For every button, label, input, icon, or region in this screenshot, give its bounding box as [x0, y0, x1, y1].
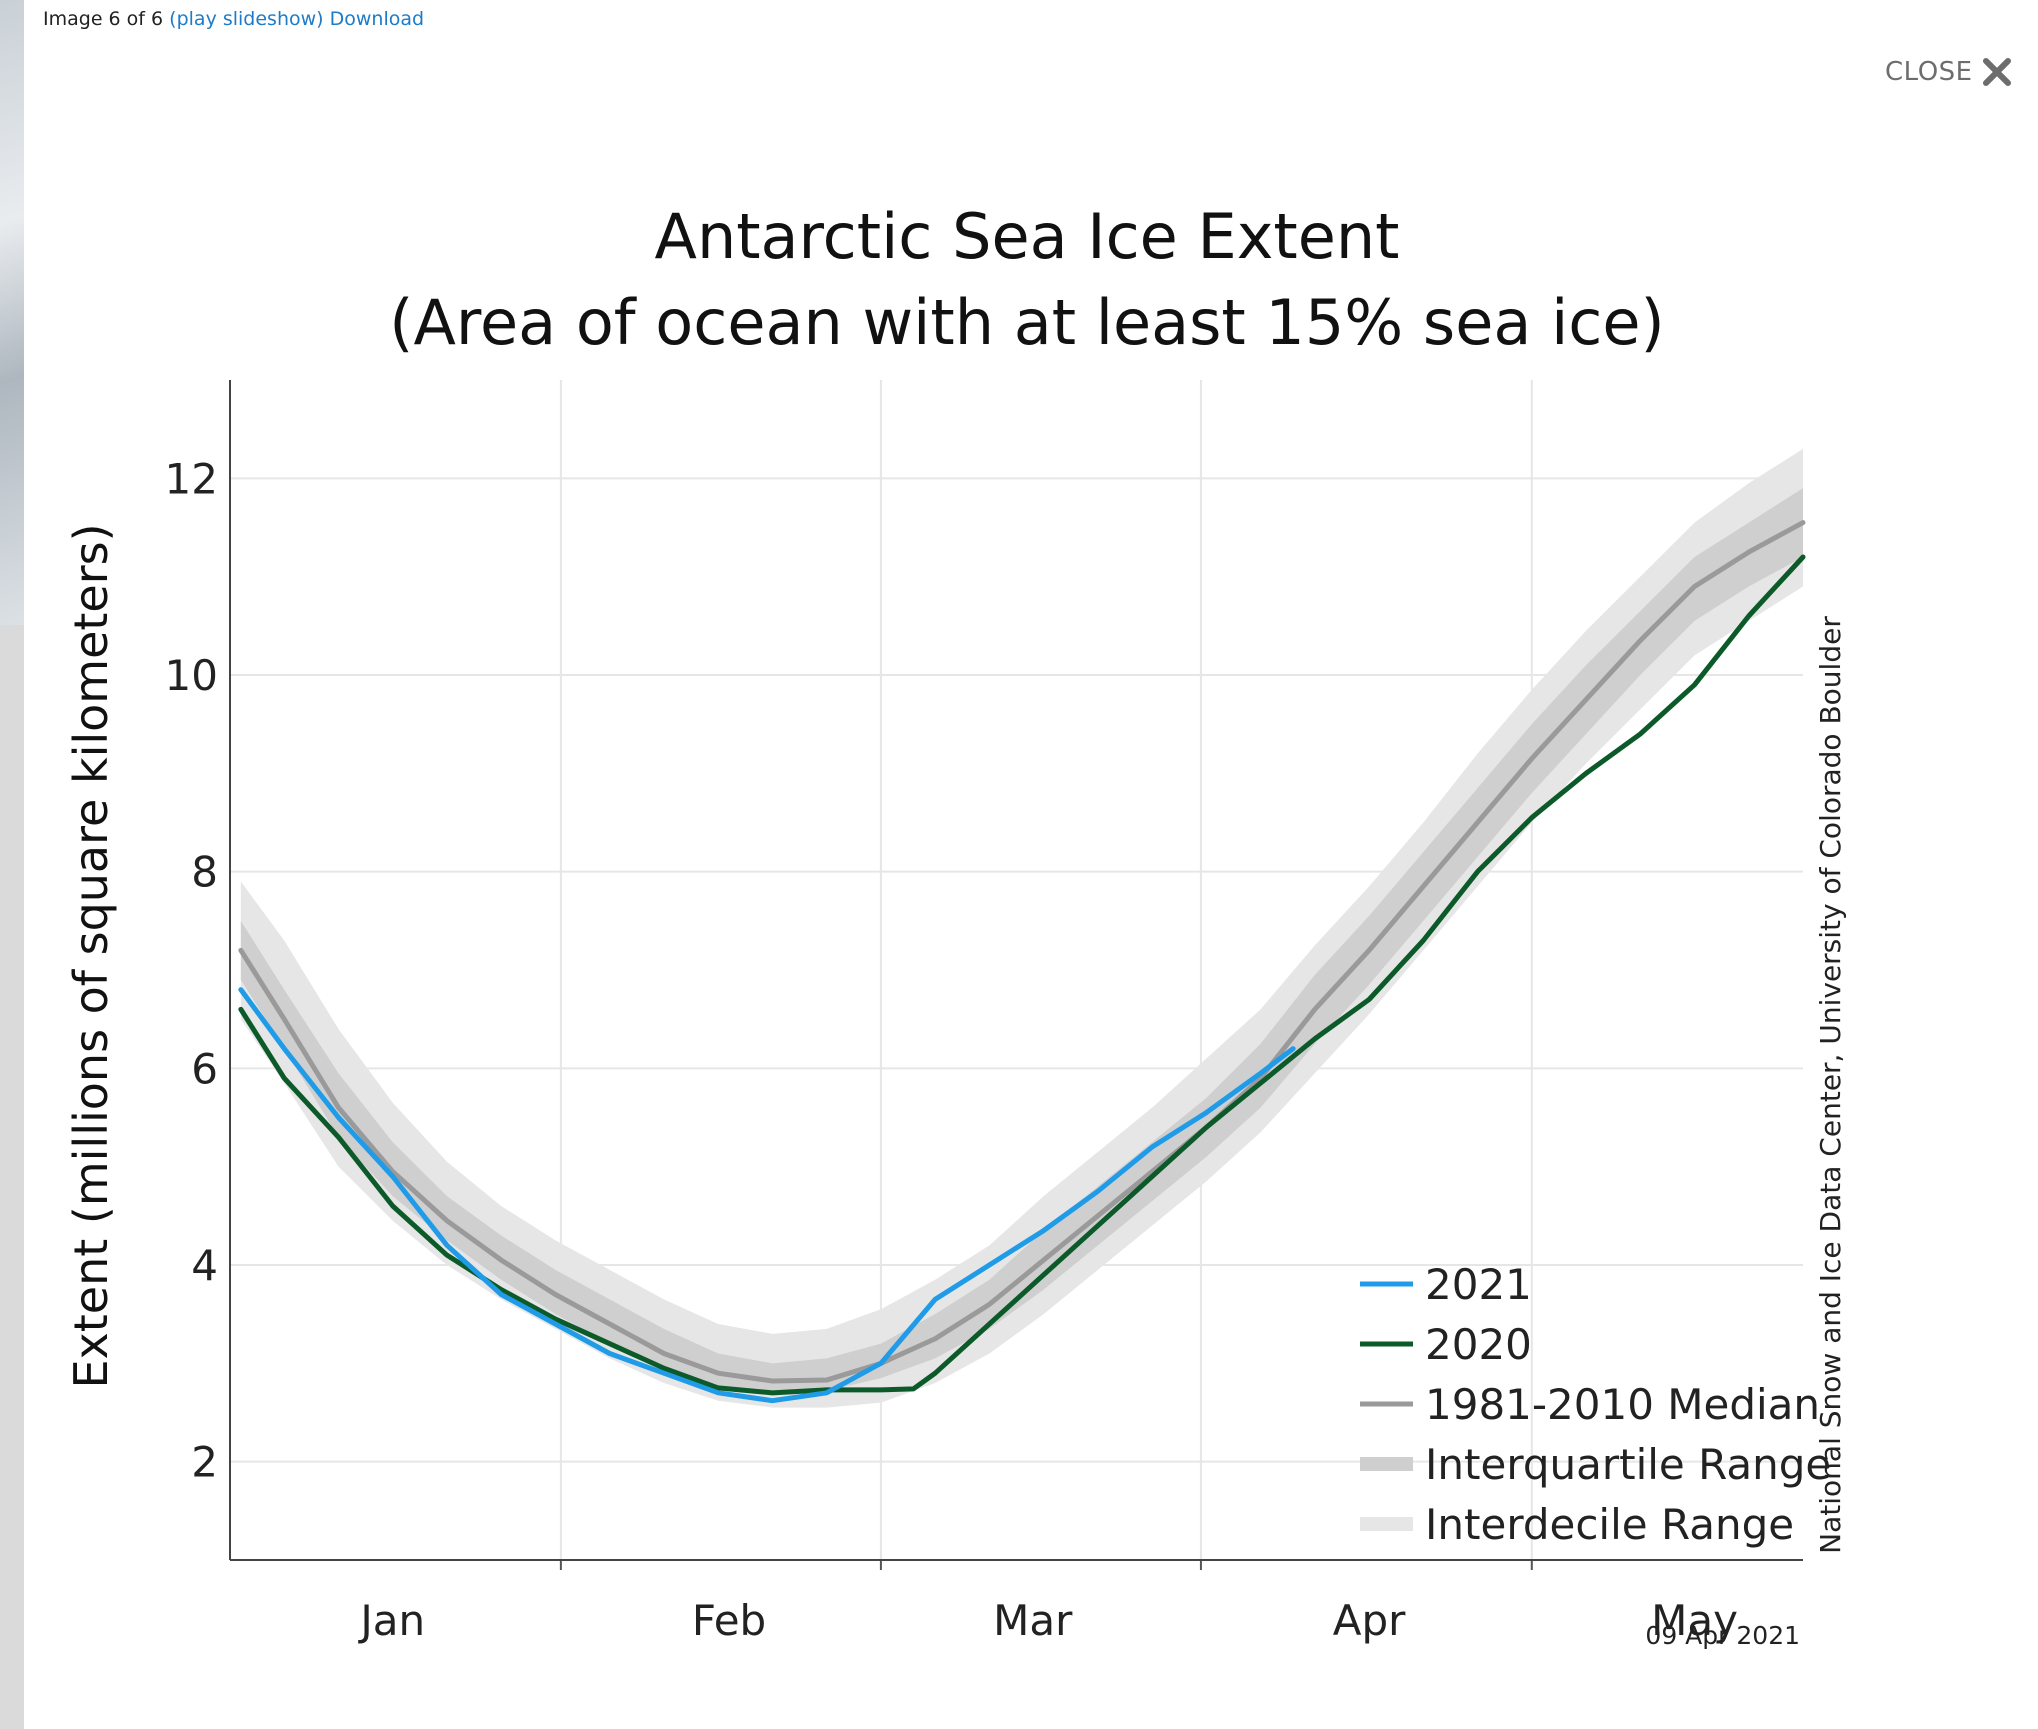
close-label: CLOSE [1885, 57, 1973, 87]
x-tick-label: Jan [357, 1596, 425, 1645]
interdecile-band [240, 448, 1804, 1408]
band-layer [240, 448, 1804, 1408]
lightbox-caption: Image 6 of 6 (play slideshow) Download [43, 8, 424, 30]
y-tick-label: 12 [165, 454, 218, 503]
series-2020-line [238, 554, 1806, 1396]
y-tick-label: 10 [165, 651, 218, 700]
image-counter: Image 6 of 6 [43, 8, 164, 30]
download-link[interactable]: Download [329, 8, 425, 30]
median-line [238, 520, 1806, 1384]
y-axis-label: Extent (millions of square kilometers) [64, 523, 118, 1388]
lightbox-panel [24, 0, 2038, 1729]
x-tick-label: May [1651, 1596, 1738, 1645]
grid-layer [230, 380, 1803, 1560]
x-tick-label: Apr [1333, 1596, 1406, 1645]
series-2021-line [238, 987, 1296, 1404]
chart-subtitle: (Area of ocean with at least 15% sea ice… [389, 286, 1664, 359]
legend: 2021 2020 1981-2010 Median Interquartile Ra… [1360, 1260, 1831, 1549]
close-button[interactable]: CLOSE [1885, 52, 2013, 92]
legend-interdecile-label: Interdecile Range [1425, 1500, 1794, 1549]
y-tick-label: 4 [191, 1241, 218, 1290]
x-tick-label: Feb [692, 1596, 766, 1645]
date-stamp: 09 Apr 2021 [1645, 1621, 1800, 1650]
close-icon [1982, 58, 2011, 86]
credit-text: National Snow and Ice Data Center, Unive… [1814, 616, 1847, 1554]
legend-median-label: 1981-2010 Median [1425, 1380, 1820, 1429]
legend-2020-label: 2020 [1425, 1320, 1532, 1369]
interquartile-band [240, 488, 1804, 1393]
chart-title: Antarctic Sea Ice Extent [655, 200, 1400, 273]
y-tick-label: 6 [191, 1044, 218, 1093]
legend-2021-label: 2021 [1425, 1260, 1532, 1309]
y-tick-label: 8 [191, 848, 218, 897]
legend-interquartile-label: Interquartile Range [1425, 1440, 1831, 1489]
play-slideshow-link[interactable]: (play slideshow) [169, 8, 324, 30]
x-tick-label: Mar [993, 1596, 1073, 1645]
y-tick-label: 2 [191, 1438, 218, 1487]
line-layer [238, 520, 1806, 1404]
axis-layer: 2 4 6 8 10 12 Jan Feb Mar Apr May [165, 380, 1803, 1645]
